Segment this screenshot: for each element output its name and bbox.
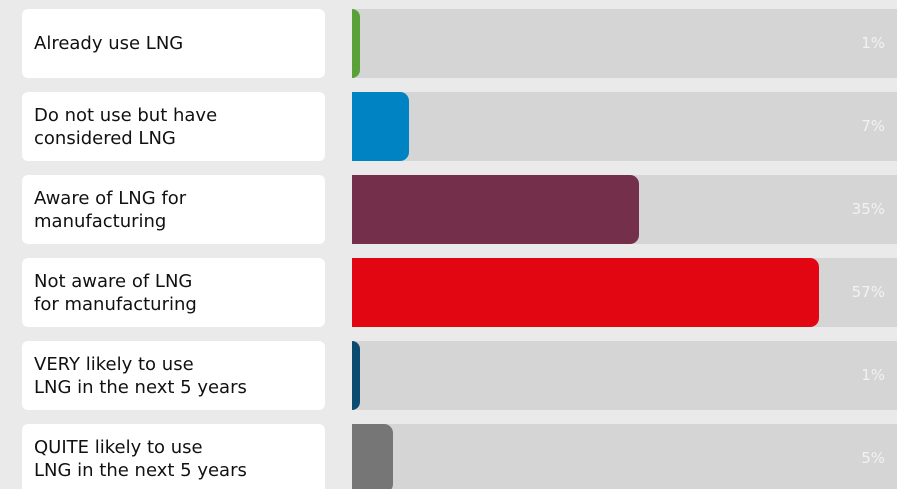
category-label: Already use LNG: [34, 33, 184, 54]
bar: [352, 341, 361, 410]
category-label-box: VERY likely to use LNG in the next 5 yea…: [22, 341, 325, 410]
bar: [352, 9, 361, 78]
bar: [352, 175, 639, 244]
bar-track: 1%: [352, 9, 897, 78]
value-label: 7%: [861, 117, 885, 135]
category-label: QUITE likely to use LNG in the next 5 ye…: [34, 436, 247, 481]
bar: [352, 424, 393, 489]
value-label: 57%: [851, 283, 885, 301]
value-label: 1%: [861, 34, 885, 52]
bar-track: 1%: [352, 341, 897, 410]
category-label-box: Aware of LNG for manufacturing: [22, 175, 325, 244]
category-label: Do not use but have considered LNG: [34, 104, 218, 149]
category-label: Not aware of LNG for manufacturing: [34, 270, 197, 315]
bar-track: 57%: [352, 258, 897, 327]
category-label-box: Already use LNG: [22, 9, 325, 78]
bar: [352, 92, 410, 161]
bar-track: 35%: [352, 175, 897, 244]
category-label-box: QUITE likely to use LNG in the next 5 ye…: [22, 424, 325, 489]
bar-track: 5%: [352, 424, 897, 489]
bar-track: 7%: [352, 92, 897, 161]
category-label: Aware of LNG for manufacturing: [34, 187, 187, 232]
category-label-box: Not aware of LNG for manufacturing: [22, 258, 325, 327]
value-label: 35%: [851, 200, 885, 218]
bar: [352, 258, 820, 327]
category-label-box: Do not use but have considered LNG: [22, 92, 325, 161]
value-label: 5%: [861, 449, 885, 467]
value-label: 1%: [861, 366, 885, 384]
category-label: VERY likely to use LNG in the next 5 yea…: [34, 353, 247, 398]
